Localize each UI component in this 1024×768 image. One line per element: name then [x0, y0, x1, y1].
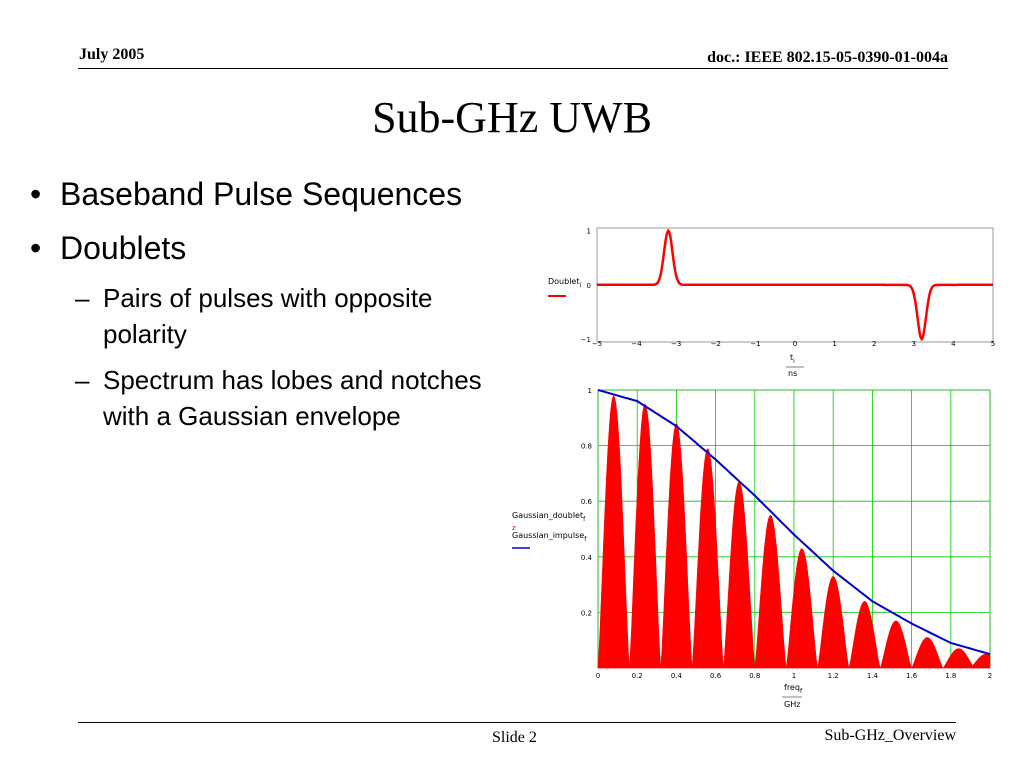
- x-tick-label: −1: [750, 340, 760, 348]
- gaussian-doublet-lobe: [660, 422, 693, 669]
- x-tick-label: 0.6: [710, 672, 722, 680]
- x-tick-label: 1: [792, 672, 796, 680]
- gaussian-doublet-lobe: [969, 653, 991, 669]
- x-tick-label: 5: [991, 340, 995, 348]
- bullet-marker: •: [30, 176, 42, 212]
- sub-bullet-text: Pairs of pulses with opposite polarity: [103, 283, 433, 349]
- y-tick-label: 0.8: [581, 443, 592, 451]
- x-axis-label-den: ns: [788, 369, 797, 378]
- sub-bullet-text: Spectrum has lobes and notches with a Ga…: [103, 365, 482, 431]
- legend-label-gaussian-doublet: Gaussian_doubletf: [512, 511, 586, 523]
- gaussian-doublet-lobe: [754, 514, 787, 669]
- gaussian-doublet-lobe: [848, 601, 881, 669]
- sub-bullet-item: – Spectrum has lobes and notches with a …: [30, 362, 490, 434]
- gaussian-doublet-lobe: [817, 576, 850, 669]
- spectrum-plot: 0 0.2 0.4 0.6 0.8 1 1.2 1.4 1.6 1.8 2 1 0.8 0.6 0.4 0.…: [512, 387, 992, 709]
- x-axis-label-den: GHz: [784, 700, 800, 709]
- y-tick-label: 0.2: [581, 609, 592, 617]
- gaussian-doublet-lobe: [723, 481, 756, 669]
- header-date: July 2005: [79, 46, 145, 63]
- x-tick-label: −2: [711, 340, 721, 348]
- legend-swatch-doublet: z: [512, 524, 516, 532]
- sub-bullet-marker: –: [75, 365, 90, 395]
- x-tick-label: −5: [592, 340, 602, 348]
- x-axis-label-num: ti: [790, 353, 795, 365]
- x-tick-label: 0.8: [749, 672, 760, 680]
- x-tick-label: 3: [912, 340, 916, 348]
- x-tick-label: 0: [596, 672, 600, 680]
- y-tick-label: 1: [588, 387, 592, 395]
- x-tick-label: 2: [872, 340, 876, 348]
- gaussian-doublet-lobe: [879, 620, 912, 669]
- legend-label-gaussian-impulse: Gaussian_impulsef: [512, 531, 587, 543]
- bullet-text: Doublets: [60, 230, 187, 266]
- x-tick-label: 1.6: [906, 672, 918, 680]
- doublet-series-line: [597, 228, 993, 342]
- bullet-list: • Baseband Pulse Sequences • Doublets – …: [30, 172, 490, 444]
- y-axis-label: Doubleti: [548, 277, 581, 289]
- gaussian-doublet-lobe: [942, 648, 975, 669]
- header-doc-id: doc.: IEEE 802.15-05-0390-01-004a: [707, 49, 948, 66]
- x-tick-label: 0.4: [671, 672, 683, 680]
- gaussian-impulse-line: [597, 389, 991, 656]
- bullet-item: • Doublets: [30, 226, 490, 270]
- x-tick-label: 2: [988, 672, 992, 680]
- bullet-item: • Baseband Pulse Sequences: [30, 172, 490, 216]
- y-tick-label: 1: [587, 228, 591, 236]
- sub-bullet-item: – Pairs of pulses with opposite polarity: [30, 280, 490, 352]
- x-tick-label: 1.8: [945, 672, 956, 680]
- gaussian-doublet-lobe: [691, 447, 724, 669]
- sub-bullet-marker: –: [75, 283, 90, 313]
- header-rule: [78, 68, 948, 69]
- footer-presentation-name: Sub-GHz_Overview: [824, 727, 956, 744]
- y-tick-label: 0.6: [581, 498, 593, 506]
- x-tick-label: 0.2: [632, 672, 643, 680]
- footer-rule: [78, 722, 956, 723]
- slide-title: Sub-GHz UWB: [372, 93, 652, 142]
- x-tick-label: 1.2: [828, 672, 839, 680]
- y-tick-label: 0.4: [581, 554, 593, 562]
- x-tick-label: −4: [631, 340, 642, 348]
- gaussian-doublet-lobe: [629, 403, 661, 669]
- x-axis-label-num: freqf: [784, 683, 803, 695]
- gaussian-doublet-lobe: [911, 637, 944, 669]
- x-tick-label: −3: [671, 340, 681, 348]
- footer-slide-number: Slide 2: [492, 729, 537, 746]
- bullet-text: Baseband Pulse Sequences: [60, 176, 463, 212]
- gaussian-doublet-lobe: [597, 395, 630, 669]
- x-tick-label: 1.4: [867, 672, 879, 680]
- x-tick-label: 0: [793, 340, 797, 348]
- bullet-marker: •: [30, 230, 42, 266]
- x-tick-label: 4: [951, 340, 956, 348]
- gaussian-doublet-lobe: [785, 548, 818, 669]
- doublet-time-plot: −5 −4 −3 −2 −1 0 1 2 3 4 5 1 0 −1 Doubleti ti ns: [548, 227, 995, 378]
- x-tick-label: 1: [832, 340, 836, 348]
- y-tick-label: 0: [587, 282, 591, 290]
- y-tick-label: −1: [581, 336, 591, 344]
